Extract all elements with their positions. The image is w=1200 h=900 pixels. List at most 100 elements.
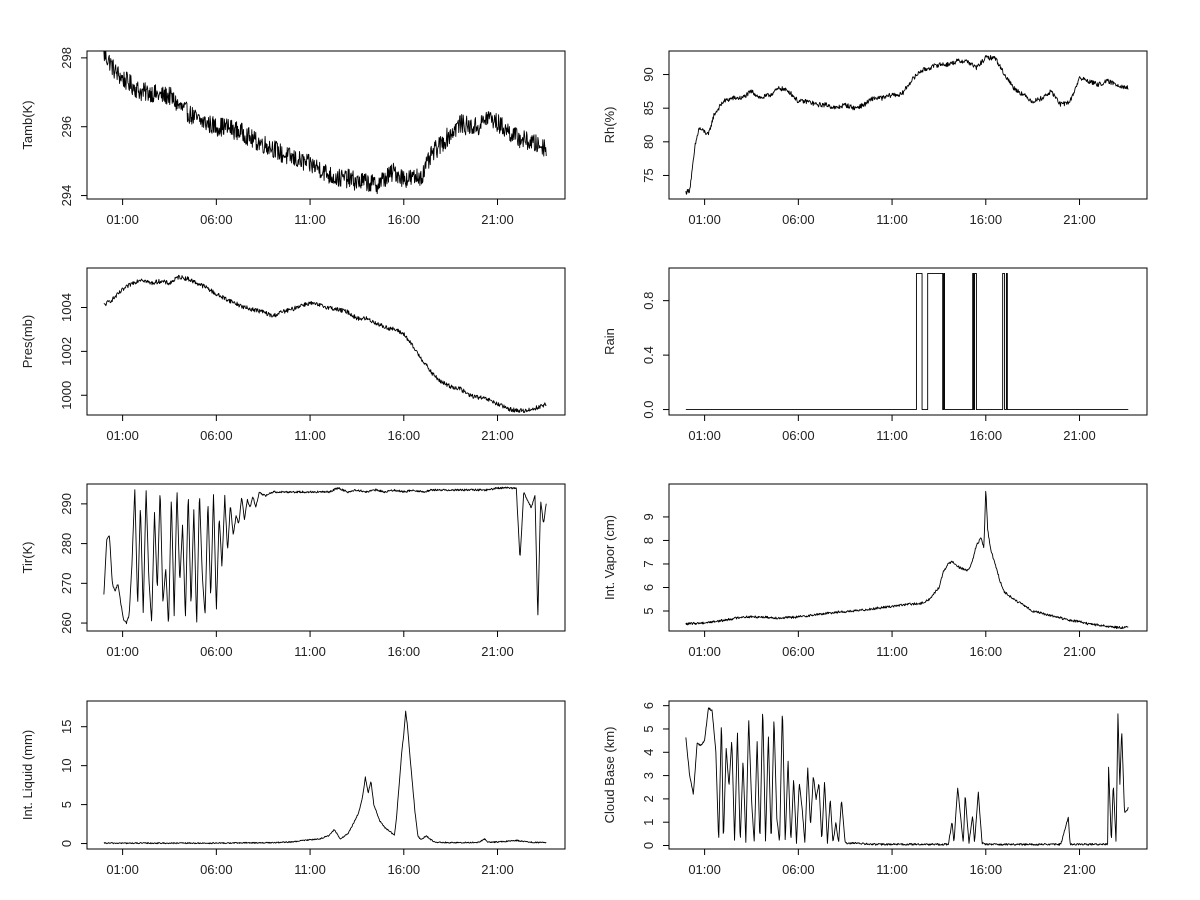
x-tick-label: 01:00 [688,428,721,443]
x-tick-label: 21:00 [481,644,514,659]
chart-panel-8: 01:00 06:00 11:00 16:00 21:00 0 1 2 3 4 5 6 Cloud Ba… [602,700,1148,877]
y-axis-label: Rain [602,328,617,355]
y-axis-label: Int. Liquid (mm) [20,730,35,820]
x-tick-label: 16:00 [388,862,421,877]
series-line [685,707,1129,846]
y-axis-label: Tamb(K) [20,100,35,149]
series-line [685,272,1129,411]
series-line [103,710,547,845]
y-tick-label: 6 [641,584,656,591]
x-tick-label: 21:00 [481,212,514,227]
y-tick-label: 90 [641,67,656,81]
x-tick-label: 21:00 [1063,644,1096,659]
y-tick-label: 5 [641,725,656,732]
x-tick-label: 01:00 [688,644,721,659]
y-tick-label: 0 [59,840,74,847]
y-tick-label: 5 [641,607,656,614]
x-tick-label: 06:00 [782,212,815,227]
x-tick-label: 01:00 [688,212,721,227]
x-tick-label: 01:00 [106,862,139,877]
plot-frame [668,483,1148,632]
x-tick-label: 06:00 [200,862,233,877]
y-tick-label: 7 [641,560,656,567]
y-tick-label: 1002 [59,337,74,366]
y-tick-label: 298 [59,47,74,69]
y-tick-label: 4 [641,749,656,756]
y-tick-label: 260 [59,612,74,634]
x-tick-label: 11:00 [294,212,326,227]
y-axis-label: Cloud Base (km) [602,727,617,824]
x-tick-label: 16:00 [970,428,1003,443]
y-tick-label: 0.4 [641,346,656,364]
chart-panel-5: 01:00 06:00 11:00 16:00 21:00 260 270 280 290 Tir… [20,483,566,659]
series-line [103,486,547,625]
series-line [103,274,547,413]
x-tick-label: 21:00 [481,862,514,877]
plot-frame [668,700,1148,850]
y-tick-label: 0 [641,842,656,849]
x-tick-label: 06:00 [200,428,233,443]
plot-frame [668,267,1148,416]
y-tick-label: 1 [641,819,656,826]
y-tick-label: 0.0 [641,401,656,419]
x-tick-label: 11:00 [876,862,908,877]
plot-frame [86,267,566,416]
chart-panel-6: 01:00 06:00 11:00 16:00 21:00 5 6 7 8 9 Int. Vapor… [602,483,1148,659]
y-tick-label: 280 [59,533,74,555]
chart-panel-1: 01:00 06:00 11:00 16:00 21:00 294 296 298 Tamb(K… [20,47,566,227]
y-tick-label: 10 [59,758,74,772]
x-tick-label: 21:00 [1063,212,1096,227]
plot-frame [668,50,1148,200]
y-tick-label: 296 [59,116,74,138]
x-tick-label: 21:00 [1063,428,1096,443]
plot-frame [86,483,566,632]
y-axis-label: Tir(K) [20,541,35,573]
chart-panel-3: 01:00 06:00 11:00 16:00 21:00 1000 1002 1004 Pre… [20,267,566,443]
plot-frame [86,700,566,850]
x-tick-label: 01:00 [106,212,139,227]
y-tick-label: 0.8 [641,292,656,310]
y-tick-label: 5 [59,801,74,808]
y-tick-label: 294 [59,185,74,207]
y-axis-label: Int. Vapor (cm) [602,515,617,600]
y-tick-label: 1004 [59,293,74,322]
series-line [685,54,1129,195]
x-tick-label: 01:00 [688,862,721,877]
y-tick-label: 270 [59,572,74,594]
y-tick-label: 2 [641,795,656,802]
chart-panel-4: 01:00 06:00 11:00 16:00 21:00 0.0 0.4 0.8 Rain [602,267,1148,443]
y-tick-label: 1000 [59,381,74,410]
y-tick-label: 80 [641,135,656,149]
y-tick-label: 6 [641,702,656,709]
x-tick-label: 11:00 [876,212,908,227]
x-tick-label: 11:00 [876,428,908,443]
x-tick-label: 01:00 [106,428,139,443]
x-tick-label: 11:00 [294,862,326,877]
x-tick-label: 06:00 [782,862,815,877]
y-tick-label: 9 [641,513,656,520]
y-axis-label: Rh(%) [602,107,617,144]
x-tick-label: 16:00 [388,428,421,443]
y-tick-label: 75 [641,168,656,182]
x-tick-label: 16:00 [388,644,421,659]
chart-panel-2: 01:00 06:00 11:00 16:00 21:00 75 80 85 90 Rh(%) [602,50,1148,227]
y-tick-label: 85 [641,101,656,115]
y-tick-label: 290 [59,493,74,515]
y-tick-label: 3 [641,772,656,779]
y-axis-label: Pres(mb) [20,315,35,368]
plot-frame [86,50,566,200]
x-tick-label: 21:00 [481,428,514,443]
x-tick-label: 11:00 [294,428,326,443]
x-tick-label: 06:00 [782,428,815,443]
series-line [103,50,547,195]
chart-panel-7: 01:00 06:00 11:00 16:00 21:00 0 5 10 15 Int. Liqu… [20,700,566,877]
series-line [685,490,1129,630]
y-tick-label: 15 [59,719,74,733]
x-tick-label: 16:00 [970,644,1003,659]
x-tick-label: 06:00 [200,644,233,659]
x-tick-label: 01:00 [106,644,139,659]
x-tick-label: 21:00 [1063,862,1096,877]
x-tick-label: 16:00 [388,212,421,227]
x-tick-label: 11:00 [294,644,326,659]
